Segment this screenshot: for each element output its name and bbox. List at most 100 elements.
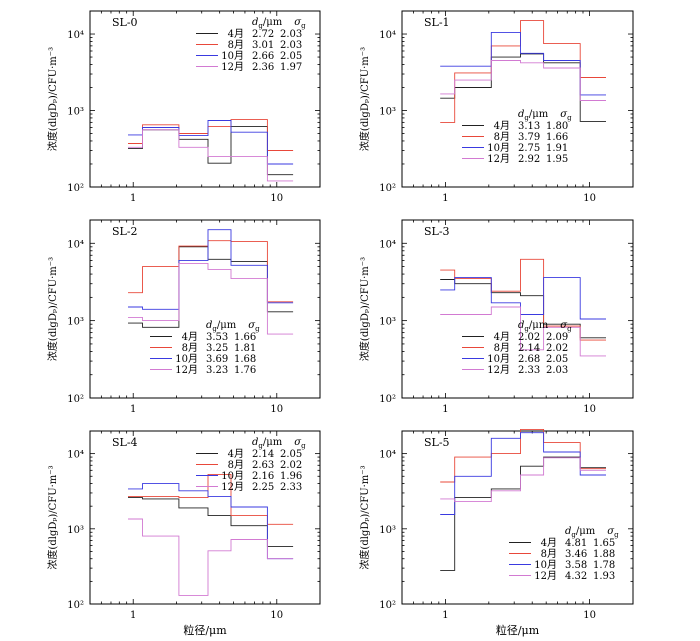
legend-label: 12月 <box>221 61 244 73</box>
legend-label: 8月 <box>494 342 510 354</box>
panel-SL-3: 10² 10³ 10⁴ 1 10 浓度(dlgDₚ)/CFU·m⁻³ SL-3 dg/μm σg… <box>358 219 634 415</box>
legend-sg-value: 1.65 <box>593 538 615 549</box>
legend-dg-value: 3.23 <box>206 365 228 376</box>
y-tick-label: 10⁴ <box>379 30 396 41</box>
series-line-8月 <box>440 20 606 123</box>
y-tick-label: 10⁴ <box>67 30 84 41</box>
y-tick-label: 10³ <box>67 525 84 536</box>
legend-label: 10月 <box>534 559 557 571</box>
legend-label: 12月 <box>534 570 557 582</box>
legend-sg-value: 2.09 <box>546 332 568 343</box>
y-tick-label: 10³ <box>379 317 396 328</box>
x-axis-title: 粒径/μm <box>496 623 540 637</box>
legend-sg-value: 2.33 <box>280 482 302 493</box>
legend-label: 10月 <box>221 470 244 482</box>
legend-dg-value: 2.63 <box>252 460 274 471</box>
legend-dg-value: 2.72 <box>252 29 274 40</box>
legend-dg-value: 2.14 <box>518 343 540 354</box>
panel-SL-4: 10² 10³ 10⁴ 1 10 浓度(dlgDₚ)/CFU·m⁻³ SL-4 dg/μm σg… <box>46 430 321 621</box>
y-tick-label: 10³ <box>379 525 396 536</box>
legend-dg-value: 2.14 <box>252 449 274 460</box>
legend: dg/μm σg 4月 2.72 2.03 8月 3.01 2.03 10月 2.66 2.05 12… <box>196 17 306 73</box>
legend-sg-value: 1.76 <box>234 365 256 376</box>
y-tick-label: 10³ <box>67 107 84 118</box>
legend-header: dg/μm σg <box>518 320 572 333</box>
legend-sg-value: 2.02 <box>546 343 568 354</box>
legend-sg-value: 1.95 <box>546 154 568 165</box>
legend-label: 4月 <box>541 537 557 549</box>
y-tick-label: 10⁴ <box>379 450 396 461</box>
y-tick-label: 10² <box>67 183 84 194</box>
series-line-4月 <box>128 497 294 548</box>
panel-label: SL-5 <box>424 436 450 449</box>
legend: dg/μm σg 4月 2.14 2.05 8月 2.63 2.02 10月 2.16 1.96 12… <box>196 437 306 493</box>
legend-sg-value: 2.05 <box>280 449 302 460</box>
panel-SL-0: 10² 10³ 10⁴ 1 10 浓度(dlgDₚ)/CFU·m⁻³ SL-0 dg/μm σg… <box>46 10 321 204</box>
legend-label: 8月 <box>541 548 557 560</box>
panel-SL-1: 10² 10³ 10⁴ 1 10 浓度(dlgDₚ)/CFU·m⁻³ SL-1 dg/μm σg… <box>358 10 634 204</box>
series-line-12月 <box>440 306 606 357</box>
series-line-10月 <box>128 229 294 310</box>
legend-header: dg/μm σg <box>252 17 306 30</box>
legend-sg-value: 1.96 <box>280 471 302 482</box>
legend-sg-value: 2.03 <box>546 365 568 376</box>
series-line-12月 <box>128 129 294 182</box>
legend-dg-value: 2.33 <box>518 365 540 376</box>
x-tick-label: 1 <box>130 193 136 204</box>
y-tick-label: 10⁴ <box>67 450 84 461</box>
legend-sg-value: 1.81 <box>234 343 256 354</box>
plot-frame <box>89 10 321 188</box>
series-line-12月 <box>440 457 606 503</box>
legend-label: 12月 <box>487 364 510 376</box>
y-tick-label: 10⁴ <box>67 239 84 250</box>
y-axis-title: 浓度(dlgDₚ)/CFU·m⁻³ <box>358 47 371 151</box>
x-tick-label: 1 <box>130 404 136 415</box>
legend-dg-value: 3.01 <box>252 40 274 51</box>
legend-dg-value: 3.79 <box>518 132 540 143</box>
legend-label: 12月 <box>175 364 198 376</box>
plot-frame <box>89 430 321 605</box>
legend-dg-value: 4.81 <box>565 538 587 549</box>
y-axis-title: 浓度(dlgDₚ)/CFU·m⁻³ <box>46 257 59 361</box>
x-tick-label: 10 <box>270 193 283 204</box>
series-line-10月 <box>128 483 294 560</box>
x-tick-label: 10 <box>583 193 596 204</box>
legend-sg-value: 2.03 <box>280 29 302 40</box>
x-tick-label: 1 <box>442 404 448 415</box>
legend-label: 12月 <box>221 481 244 493</box>
legend-dg-value: 3.58 <box>565 560 587 571</box>
legend-header: dg/μm σg <box>206 320 260 333</box>
panel-SL-5: 10² 10³ 10⁴ 1 10 浓度(dlgDₚ)/CFU·m⁻³ SL-5 dg/μm σg… <box>358 428 634 621</box>
series-line-12月 <box>440 60 606 101</box>
legend-label: 4月 <box>228 28 244 40</box>
legend-dg-value: 2.66 <box>252 51 274 62</box>
legend: dg/μm σg 4月 4.81 1.65 8月 3.46 1.88 10月 3.58 1.78 12… <box>509 526 619 582</box>
legend-sg-value: 1.91 <box>546 143 568 154</box>
series-line-8月 <box>128 240 294 303</box>
legend-dg-value: 2.02 <box>518 332 540 343</box>
series-line-10月 <box>128 120 294 165</box>
legend-sg-value: 1.66 <box>234 332 256 343</box>
x-tick-label: 10 <box>583 404 596 415</box>
legend-label: 4月 <box>182 331 198 343</box>
plot-frame <box>401 10 634 188</box>
y-tick-label: 10³ <box>67 317 84 328</box>
legend-sg-value: 2.03 <box>280 40 302 51</box>
series-line-8月 <box>440 428 606 483</box>
legend-label: 10月 <box>221 50 244 62</box>
y-axis-title: 浓度(dlgDₚ)/CFU·m⁻³ <box>358 257 371 361</box>
legend-dg-value: 2.36 <box>252 62 274 73</box>
legend-label: 4月 <box>228 448 244 460</box>
panel-label: SL-3 <box>424 225 450 238</box>
legend-label: 8月 <box>228 39 244 51</box>
legend-sg-value: 2.02 <box>280 460 302 471</box>
panel-label: SL-0 <box>112 16 138 29</box>
plot-frame <box>401 430 634 605</box>
legend-label: 4月 <box>494 120 510 132</box>
x-tick-label: 1 <box>442 610 448 621</box>
panel-label: SL-2 <box>112 225 138 238</box>
legend-sg-value: 2.05 <box>546 354 568 365</box>
legend-dg-value: 4.32 <box>565 571 587 582</box>
